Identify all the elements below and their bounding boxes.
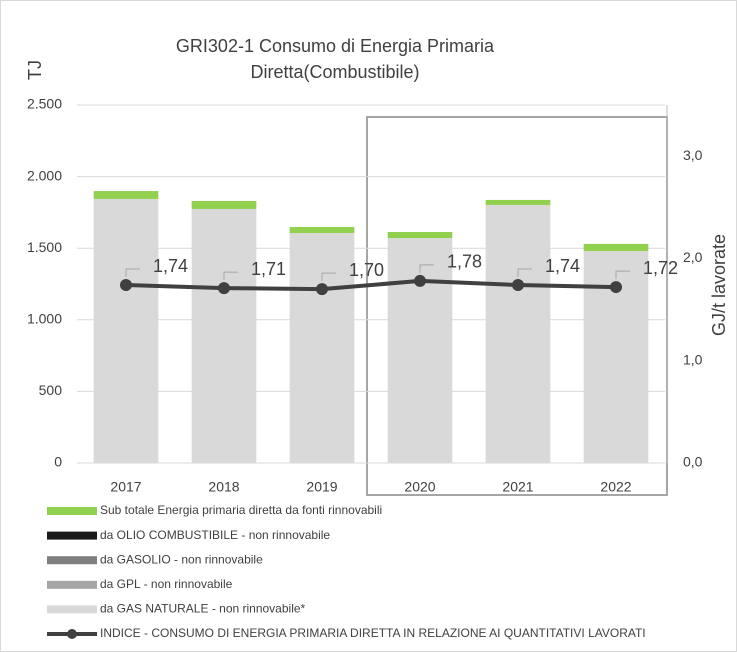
- bar-segment: [289, 227, 355, 234]
- label-leader: [517, 268, 532, 278]
- index-point: [610, 281, 622, 294]
- bar-segment: [485, 204, 551, 463]
- bar-segment: [93, 191, 159, 199]
- y2-tick-label: 3,0: [683, 147, 703, 163]
- y2-tick-label: 2,0: [683, 249, 703, 265]
- bar-segment: [191, 200, 257, 209]
- index-point: [414, 274, 426, 287]
- data-label: 1,71: [251, 259, 286, 279]
- label-leader: [125, 268, 140, 278]
- bar-segment: [387, 232, 453, 239]
- y2-tick-label: 0,0: [683, 454, 703, 470]
- label-leader: [321, 272, 336, 282]
- x-tick-label: 2021: [502, 479, 533, 495]
- bar-segment: [93, 198, 159, 463]
- y-tick-label: 500: [39, 382, 63, 398]
- y-tick-label: 1.000: [27, 311, 62, 327]
- chart-title: Diretta(Combustibile): [250, 62, 419, 82]
- index-line: [125, 278, 617, 292]
- chart-title: GRI302-1 Consumo di Energia Primaria: [176, 36, 495, 56]
- y-tick-label: 2.000: [27, 167, 62, 183]
- legend-label: Sub totale Energia primaria diretta da f…: [100, 503, 382, 517]
- legend-swatch: [47, 556, 97, 565]
- index-point: [120, 279, 132, 292]
- bar-segment: [289, 233, 355, 463]
- x-tick-label: 2019: [306, 479, 337, 495]
- y2-axis-label: GJ/t lavorate: [709, 234, 729, 336]
- label-leader: [223, 271, 238, 281]
- legend-point: [67, 629, 77, 639]
- bar-segment: [191, 208, 257, 463]
- y2-tick-label: 1,0: [683, 351, 703, 367]
- bar-segment: [583, 243, 649, 252]
- index-point: [218, 282, 230, 295]
- x-tick-label: 2022: [600, 479, 631, 495]
- y-tick-label: 0: [54, 454, 62, 470]
- legend-swatch: [47, 531, 97, 540]
- data-label: 1,70: [349, 260, 384, 280]
- label-leader: [419, 264, 434, 273]
- y-tick-label: 2.500: [27, 96, 62, 112]
- bar-segment: [485, 199, 551, 205]
- legend-swatch: [47, 507, 97, 515]
- legend-label: da GPL - non rinnovabile: [100, 577, 233, 591]
- x-tick-label: 2017: [110, 479, 141, 495]
- y-axis-label: TJ: [25, 60, 45, 80]
- index-point: [316, 283, 328, 296]
- index-point: [512, 279, 524, 292]
- legend-swatch: [47, 580, 97, 589]
- x-tick-label: 2020: [404, 479, 435, 495]
- legend-label: da GAS NATURALE - non rinnovabile*: [100, 602, 306, 616]
- x-tick-label: 2018: [208, 479, 239, 495]
- label-leader: [615, 270, 630, 280]
- legend-swatch: [47, 605, 97, 614]
- data-label: 1,74: [153, 256, 188, 276]
- data-label: 1,72: [643, 258, 678, 278]
- legend-label: da OLIO COMBUSTIBILE - non rinnovabile: [100, 528, 330, 542]
- legend-label: da GASOLIO - non rinnovabile: [100, 552, 263, 566]
- data-label: 1,78: [447, 252, 482, 272]
- data-label: 1,74: [545, 256, 580, 276]
- legend-label: INDICE - CONSUMO DI ENERGIA PRIMARIA DIR…: [100, 626, 646, 640]
- y-tick-label: 1.500: [27, 239, 62, 255]
